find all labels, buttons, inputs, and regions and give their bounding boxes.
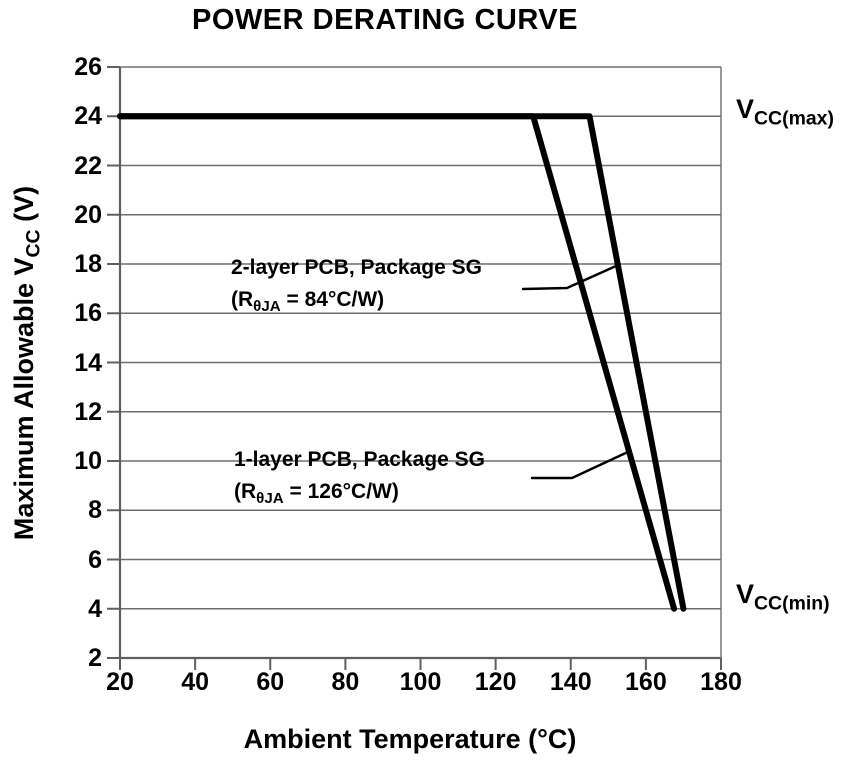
- annotation-2layer-line1: 2-layer PCB, Package SG: [231, 256, 482, 279]
- y-tick-label-26: 26: [74, 53, 102, 81]
- leader-line-2layer: [521, 264, 618, 291]
- x-tick-label-60: 60: [256, 668, 285, 696]
- x-tick-label-120: 120: [474, 668, 517, 696]
- x-tick-label-20: 20: [106, 668, 134, 696]
- y-tick-label-24: 24: [74, 102, 102, 131]
- y-tick-label-10: 10: [74, 447, 102, 475]
- x-tick-label-140: 140: [549, 668, 592, 696]
- y-tick-label-8: 8: [88, 496, 102, 525]
- x-tick-label-40: 40: [181, 668, 210, 696]
- annotation-1layer-line1: 1-layer PCB, Package SG: [234, 448, 485, 471]
- theta-ja-subscript: θJA: [253, 298, 281, 316]
- y-tick-label-14: 14: [74, 348, 102, 377]
- y-tick-label-12: 12: [74, 397, 102, 426]
- y-tick-label-16: 16: [74, 299, 102, 328]
- derating-curve-1layer: [117, 113, 678, 612]
- y-tick-label-6: 6: [88, 545, 102, 574]
- x-tick-label-160: 160: [625, 668, 667, 696]
- chart-title: POWER DERATING CURVE: [192, 4, 578, 36]
- vcc-min-label: VCC(min): [736, 579, 830, 615]
- x-tick-label-180: 180: [700, 668, 742, 696]
- x-tick-label-80: 80: [331, 668, 360, 696]
- annotation-2layer-line2: (RθJA = 84°C/W): [231, 288, 385, 316]
- theta-ja-subscript: θJA: [256, 490, 284, 508]
- y-axis-title-units: (V): [9, 185, 39, 230]
- x-tick-label-100: 100: [399, 668, 442, 696]
- y-tick-label-4: 4: [88, 594, 102, 623]
- y-tick-label-22: 22: [74, 151, 102, 180]
- y-tick-label-18: 18: [74, 250, 102, 278]
- vcc-max-label: VCC(max): [736, 94, 834, 130]
- annotation-2layer-pcb: 2-layer PCB, Package SG (RθJA = 84°C/W): [231, 252, 482, 316]
- x-axis-title: Ambient Temperature (°C): [243, 724, 577, 754]
- y-axis-title-text: Maximum Allowable V: [9, 257, 39, 541]
- y-tick-label-2: 2: [88, 644, 102, 672]
- leader-line-1layer: [530, 449, 632, 480]
- annotation-1layer-pcb: 1-layer PCB, Package SG (RθJA = 126°C/W): [234, 444, 485, 508]
- annotation-1layer-line2: (RθJA = 126°C/W): [234, 480, 399, 508]
- y-tick-label-20: 20: [74, 200, 102, 229]
